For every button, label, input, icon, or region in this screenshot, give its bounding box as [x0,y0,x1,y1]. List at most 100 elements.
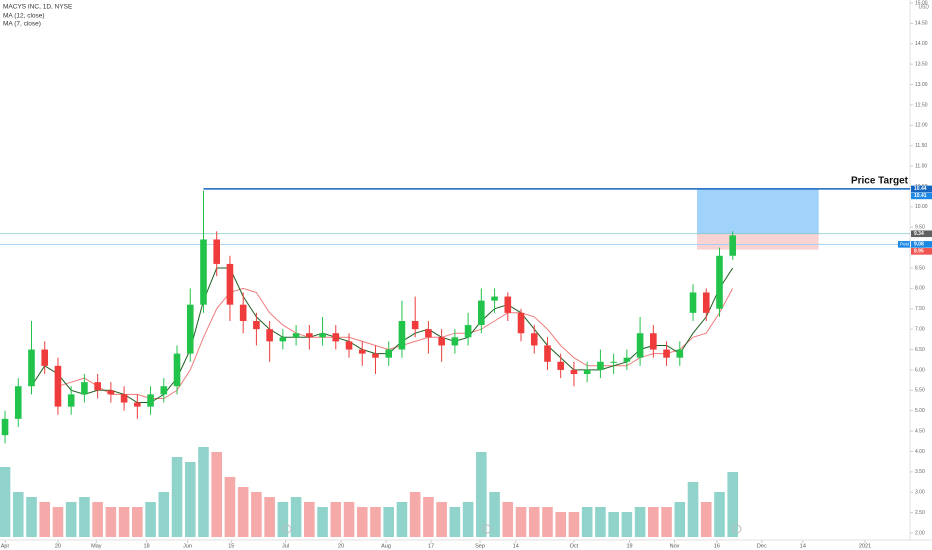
loss-zone [696,233,819,250]
price-label-badge [911,248,932,255]
price-label: 10.44 [914,186,927,192]
volume [0,447,739,537]
candle-body [544,345,551,362]
volume-bar [330,502,342,537]
candle-body [504,296,512,313]
volume-bar [648,507,659,537]
candle-body [200,239,207,305]
candle-body [292,333,300,338]
volume-bar [304,502,315,537]
volume-bar [687,482,699,537]
volume-bar [476,452,487,537]
volume-bar [132,507,143,537]
volume-bar [158,492,170,537]
y-tick-label: 15.00 [915,0,928,6]
price-target-label: Price Target [851,176,909,187]
candle-body [345,341,353,350]
volume-bar [621,512,633,537]
chart-title: MACYS INC, 1D, NYSE [3,4,73,11]
volume-bar [52,507,64,537]
event-marker[interactable] [732,524,742,534]
candle-body [702,292,710,313]
x-tick-label: 20 [55,543,61,549]
candle-body [610,361,617,363]
candle-body [41,349,49,366]
candle-body [319,333,326,338]
candle-body [266,329,273,342]
x-tick-label: Oct [570,543,579,549]
y-tick-label: 11.50 [915,143,927,149]
x-tick-label: 16 [714,543,720,549]
y-tick-label: 4.00 [915,449,925,455]
candle-body [239,304,247,321]
candle-body [306,333,313,338]
volume-bar [343,502,355,537]
candle-body [583,369,591,374]
candle-body [557,361,565,370]
volume-bar [356,507,368,537]
price-label: 10.41 [914,193,927,199]
y-tick-label: 8.00 [915,286,925,292]
candle-body [570,369,578,374]
volume-bar [396,502,408,537]
volume-bar [224,477,236,537]
volume-bar [542,507,553,537]
candle-body [28,349,35,387]
y-tick-label: 12.00 [915,123,928,129]
volume-bar [0,467,11,537]
volume-bar [555,512,567,537]
indicator-label: MA (7, close) [3,21,41,28]
candle-body [491,296,498,301]
y-tick-label: 9.00 [915,245,925,251]
volume-bar [184,462,196,537]
volume-bar [423,497,434,537]
volume-bar [65,502,77,537]
candle-body [94,382,101,391]
candle-body [438,337,445,346]
candle-body [173,353,181,387]
x-tick-label: Apr [1,543,10,549]
x-tick-label: 14 [800,543,806,549]
candle-body [530,333,538,346]
price-label-badge [911,192,932,200]
volume-bar [528,507,540,537]
y-tick-label: 3.00 [915,490,925,496]
currency-label: USD [918,4,929,10]
candle-body [676,349,684,358]
candle-body [385,349,393,358]
volume-bar [277,502,289,537]
price-label-tag [898,241,910,248]
y-tick-label: 13.00 [915,82,928,88]
event-markers [282,524,742,534]
volume-bar [462,502,474,537]
volume-bar [290,497,302,537]
volume-bar [145,502,156,537]
candle-body [636,333,644,358]
price-label-badge [911,241,932,248]
event-marker[interactable] [482,524,492,534]
candle-body [134,402,141,407]
volume-bar [383,507,395,537]
x-tick-label: Sep [475,543,485,549]
y-tick-label: 7.00 [915,326,925,332]
event-marker[interactable] [282,524,292,534]
y-tick-label: 2.50 [915,510,925,516]
y-tick-label: 4.50 [915,428,925,434]
y-tick-label: 10.00 [915,204,928,210]
volume-bar [581,507,593,537]
x-tick-label: Dec [757,543,767,549]
candle-body [186,304,194,354]
volume-bar [634,507,646,537]
volume-bar [674,502,686,537]
volume-bar [714,492,725,537]
x-tick-label: 15 [228,543,234,549]
candle-body [226,263,234,305]
y-tick-label: 7.50 [915,306,925,312]
price-label-tag-text: Post [900,242,910,247]
volume-bar [370,507,381,537]
candle-body [425,329,432,338]
y-tick-label: 13.50 [915,61,928,67]
candle-body [597,361,604,370]
